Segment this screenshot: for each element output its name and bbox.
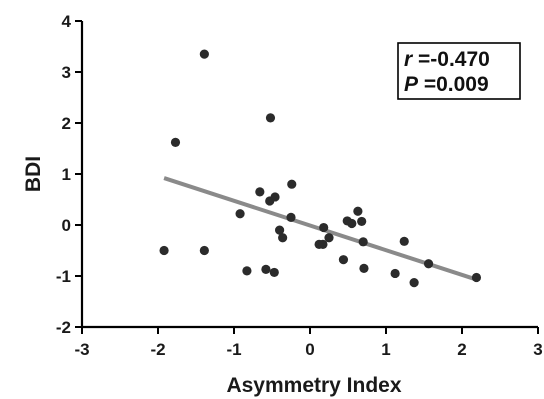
y-tick-label: 4 (62, 12, 72, 31)
y-tick-label: 0 (62, 216, 71, 235)
points-layer (159, 49, 482, 288)
data-point (359, 263, 369, 273)
data-point (338, 255, 349, 265)
y-tick-label: -2 (56, 318, 71, 337)
data-point (270, 192, 280, 202)
data-point (409, 278, 419, 288)
y-tick-label: -1 (56, 267, 71, 286)
x-axis-title: Asymmetry Index (226, 374, 401, 397)
data-point (319, 222, 329, 233)
data-point (347, 218, 357, 229)
data-point (286, 212, 296, 222)
data-point (399, 236, 409, 246)
y-tick-label: 2 (62, 114, 71, 133)
data-point (357, 216, 367, 227)
y-axis-title: BDI (22, 156, 45, 192)
data-point (242, 266, 252, 276)
data-point (275, 225, 285, 235)
y-tick-label: 3 (62, 63, 71, 82)
data-point (199, 245, 209, 256)
x-tick-label: 1 (381, 340, 390, 359)
stats-box (397, 42, 521, 100)
x-tick-label: -1 (226, 340, 241, 359)
data-point (170, 137, 181, 147)
data-point (287, 179, 297, 189)
data-point (324, 233, 334, 243)
p-statistic: P =0.009 (404, 73, 489, 96)
data-point (353, 206, 363, 216)
r-value: =-0.470 (412, 48, 490, 71)
data-point (265, 113, 276, 123)
x-tick-label: -2 (150, 340, 165, 359)
data-point (199, 49, 209, 59)
data-point (423, 259, 434, 269)
data-point (278, 233, 288, 243)
data-point (471, 272, 482, 283)
r-statistic: r =-0.470 (404, 48, 490, 71)
data-point (318, 239, 328, 249)
data-point (261, 264, 271, 274)
x-tick-label: -3 (74, 340, 89, 359)
p-value: =0.009 (418, 73, 489, 96)
r-symbol: r (404, 48, 414, 71)
data-point (358, 237, 368, 247)
data-point (269, 267, 279, 278)
data-point (235, 209, 245, 219)
p-symbol: P (404, 73, 419, 96)
y-tick-label: 1 (62, 165, 71, 184)
stats-annotation: r =-0.470 P =0.009 (397, 42, 521, 100)
x-tick-label: 0 (305, 340, 314, 359)
data-point (255, 187, 265, 197)
x-tick-label: 3 (533, 340, 542, 359)
data-point (159, 245, 169, 256)
data-point (390, 268, 400, 279)
x-tick-label: 2 (457, 340, 466, 359)
